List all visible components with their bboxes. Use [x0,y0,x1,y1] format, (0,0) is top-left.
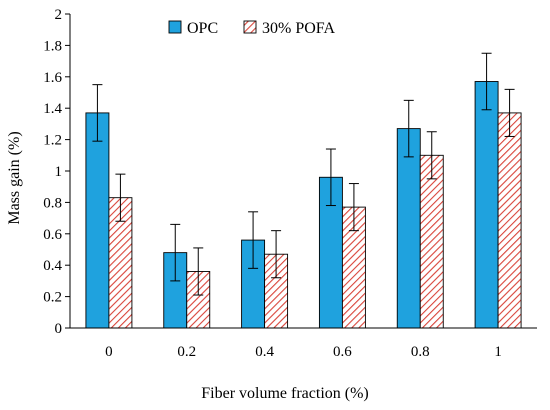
bar-opc [474,81,499,329]
plot-area: 0 0.2 0.4 0.6 0.8 1 1.2 1.4 1.6 1.8 2 0 0.2 0.4 0.6 0.8… [43,7,537,360]
x-tick-label: 0.4 [255,344,274,360]
legend-swatch [243,20,257,34]
y-tick-label: 1.2 [43,133,62,149]
y-tick-label: 0.4 [43,258,62,274]
bar-opc [396,128,421,329]
y-tick-label: 0.8 [43,195,62,211]
y-tick-label: 1.6 [43,70,62,86]
legend-label: OPC [187,20,218,37]
y-tick-label: 1.8 [43,38,62,54]
y-tick-label: 0.2 [43,290,62,306]
legend-swatch [168,20,182,34]
x-tick-label: 0 [105,344,113,360]
y-tick-label: 2 [55,7,63,23]
y-tick-label: 0.6 [43,227,62,243]
legend: OPC 30% POFA [168,20,335,37]
x-tick-label: 0.8 [411,344,430,360]
y-tick-label: 1.4 [43,101,62,117]
x-tick-label: 0.2 [177,344,196,360]
y-tick-label: 1 [55,164,63,180]
y-tick-label: 0 [55,321,63,337]
legend-label: 30% POFA [262,20,335,37]
x-axis-label: Fiber volume fraction (%) [201,385,369,402]
x-tick-label: 1 [494,344,502,360]
bar-pofa [419,154,444,329]
bar-pofa [497,112,522,329]
y-axis-label: Mass gain (%) [6,131,23,224]
bar-opc [85,112,110,329]
x-tick-label: 0.6 [333,344,352,360]
